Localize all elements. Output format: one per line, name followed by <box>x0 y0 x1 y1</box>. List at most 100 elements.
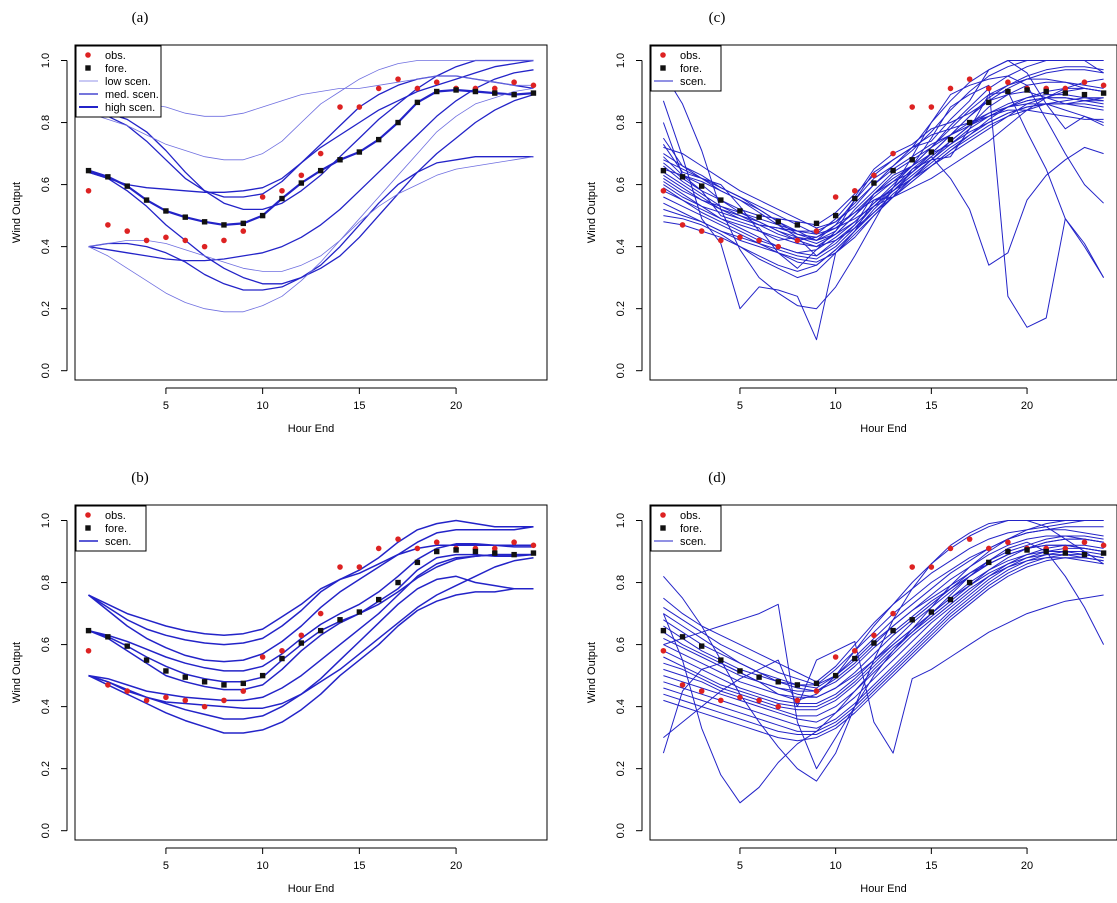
obs-point <box>679 222 686 228</box>
fore-points <box>85 547 537 688</box>
obs-point <box>832 654 839 660</box>
fore-point <box>756 214 762 220</box>
fore-point <box>1005 548 1011 555</box>
y-tick-label: 0.0 <box>615 823 627 838</box>
legend-fore-marker <box>85 65 91 71</box>
scenario-line <box>663 97 1104 263</box>
scenario-line <box>663 66 1104 241</box>
fore-point <box>871 180 877 186</box>
x-tick-label: 5 <box>163 860 169 872</box>
legend-label: scen. <box>680 536 706 548</box>
fore-point <box>737 668 743 674</box>
fore-point <box>182 214 188 220</box>
y-axis-label: Wind Output <box>11 182 23 243</box>
fore-point <box>679 174 686 180</box>
obs-point <box>832 194 839 200</box>
panel-c: (c) 5 10 15 20 Hour End 0.0 0.2 0.4 0.6 0.8 1.0 Wind… <box>586 10 1117 435</box>
fore-point <box>530 550 537 556</box>
legend: obs.fore.scen. <box>650 505 722 552</box>
y-axis-label: Wind Output <box>586 182 598 243</box>
fore-point <box>298 640 305 646</box>
fore-point <box>698 643 705 649</box>
legend-label: fore. <box>105 63 127 75</box>
fore-point <box>832 212 839 219</box>
x-tick-label: 15 <box>353 400 365 412</box>
y-tick-label: 0.4 <box>615 699 627 714</box>
scenario-line <box>663 551 1104 732</box>
x-tick-label: 10 <box>257 400 269 412</box>
obs-point <box>909 104 916 110</box>
fore-point <box>852 195 858 202</box>
fore-point <box>947 136 954 143</box>
obs-point <box>221 697 227 704</box>
scenario-line <box>663 69 1104 272</box>
obs-point <box>530 542 537 549</box>
obs-point <box>201 243 208 250</box>
scenario-line <box>88 69 534 262</box>
legend-label: low scen. <box>105 76 151 88</box>
y-tick-label: 0.0 <box>40 823 52 838</box>
panel-letter: (d) <box>708 470 726 486</box>
fore-point <box>453 87 459 93</box>
obs-point <box>433 539 440 546</box>
obs-point <box>871 632 877 639</box>
scenario-line <box>663 146 1104 266</box>
x-tick-label: 5 <box>737 860 743 872</box>
legend-obs-marker <box>660 52 666 58</box>
scenario-line <box>663 103 1104 238</box>
obs-point <box>259 654 266 660</box>
fore-point <box>434 88 440 95</box>
scenario-line <box>663 87 1104 241</box>
obs-point <box>143 237 150 244</box>
fore-point <box>1005 88 1011 95</box>
obs-point <box>201 703 208 710</box>
obs-point <box>511 539 517 546</box>
scenario-line <box>663 538 1104 711</box>
scenario-line <box>663 557 1104 717</box>
scenario-line <box>88 553 534 691</box>
fore-point <box>832 672 839 679</box>
obs-point <box>890 150 896 157</box>
scenario-line <box>663 554 1104 735</box>
scenario-line <box>88 88 534 226</box>
scenario-line <box>663 97 1104 232</box>
scenario-line <box>663 78 1104 254</box>
obs-point <box>660 647 667 654</box>
obs-point <box>163 694 169 701</box>
scenario-line <box>663 535 1104 698</box>
fore-point <box>871 640 877 646</box>
legend: obs.fore.low scen.med. scen.high scen. <box>75 45 162 118</box>
fore-point <box>337 157 343 163</box>
y-tick-label: 0.4 <box>40 239 52 254</box>
y-tick-label: 1.0 <box>615 53 627 68</box>
scenario-lines <box>662 60 1105 341</box>
fore-point <box>124 183 130 189</box>
y-axis: 0.0 0.2 0.4 0.6 0.8 1.0 Wind Output <box>11 513 68 838</box>
fore-point <box>259 672 266 679</box>
x-tick-label: 15 <box>353 860 365 872</box>
obs-point <box>298 172 305 179</box>
x-axis-label: Hour End <box>288 423 334 435</box>
plot-frame <box>649 44 1117 381</box>
fore-point <box>986 99 992 106</box>
x-tick-label: 10 <box>830 860 842 872</box>
y-tick-label: 0.0 <box>40 363 52 378</box>
obs-point <box>966 536 973 542</box>
obs-point <box>337 104 343 110</box>
obs-point <box>85 647 92 654</box>
legend-label: fore. <box>105 523 127 535</box>
y-tick-label: 0.4 <box>40 699 52 714</box>
fore-point <box>679 634 686 640</box>
legend-label: fore. <box>680 523 702 535</box>
obs-point <box>433 79 440 86</box>
fore-point <box>395 119 401 126</box>
y-tick-label: 0.6 <box>615 637 627 652</box>
obs-point <box>317 150 324 157</box>
fore-point <box>530 90 537 96</box>
plot-frame <box>74 504 548 841</box>
fore-point <box>221 222 227 228</box>
y-tick-label: 0.6 <box>40 637 52 652</box>
x-axis-label: Hour End <box>288 883 334 895</box>
obs-point <box>660 187 667 194</box>
fore-point <box>1062 90 1069 96</box>
